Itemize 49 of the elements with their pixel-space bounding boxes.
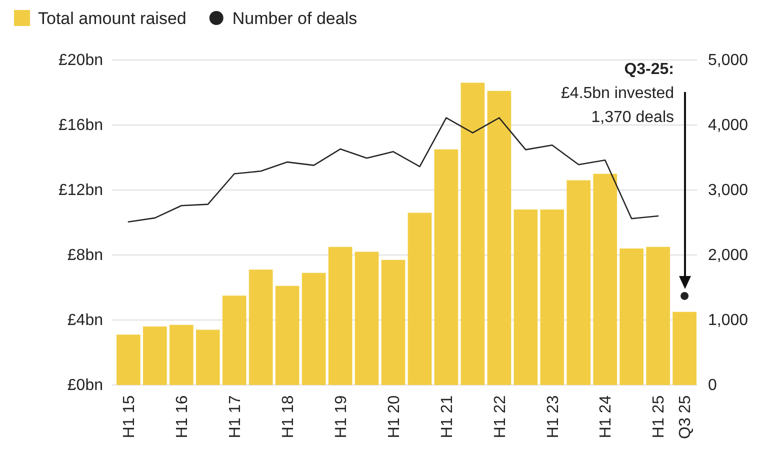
bar [248,270,273,385]
x-tick-label: H1 22 [492,395,509,438]
x-tick-label: H1 23 [544,395,562,438]
x-tick-label: H1 18 [280,395,297,438]
legend-label: Total amount raised [38,9,186,28]
bar [460,82,485,385]
bar [487,90,512,385]
legend-label: Number of deals [232,9,358,28]
y-tick-label: £0bn [67,377,103,394]
y-tick-label: £20bn [58,52,103,70]
bar [143,326,167,385]
x-tick-label: H1 20 [386,395,403,438]
bar [646,246,670,385]
y-tick-label: £4bn [67,312,103,330]
bar [408,212,432,385]
y2-tick-label: 5,000 [708,52,748,70]
bar [222,296,246,385]
x-tick-label: H1 25 [650,395,668,438]
bar [566,180,591,385]
y2-tick-label: 2,000 [708,247,748,264]
x-tick-label: H1 19 [332,395,350,438]
y2-tick-label: 0 [708,377,717,394]
y-tick-label: £12bn [58,182,103,200]
bar [169,324,194,385]
x-tick-label: Q3 25 [677,395,694,439]
bar [514,210,538,385]
annotation: Q3-25: £4.5bn invested 1,370 deals [561,61,674,126]
bar [196,330,220,385]
bar [328,246,352,385]
x-tick-label: H1 21 [438,395,456,438]
x-tick-label: H1 24 [598,395,615,438]
bar [302,272,326,385]
bar [275,286,300,385]
y-tick-label: £16bn [58,117,103,134]
bar [434,149,458,385]
bar [381,260,406,385]
bar [620,248,644,385]
x-tick-label: H1 15 [121,395,138,438]
bar [116,334,140,385]
bar [672,312,696,385]
bar [540,210,564,385]
y2-tick-label: 3,000 [708,182,748,200]
y2-tick-label: 1,000 [708,312,748,330]
x-tick-label: H1 17 [226,395,244,438]
bar [354,252,379,385]
x-tick-label: H1 16 [174,395,192,438]
bar [593,174,618,385]
y-tick-label: £8bn [67,247,103,264]
y2-tick-label: 4,000 [708,117,748,134]
